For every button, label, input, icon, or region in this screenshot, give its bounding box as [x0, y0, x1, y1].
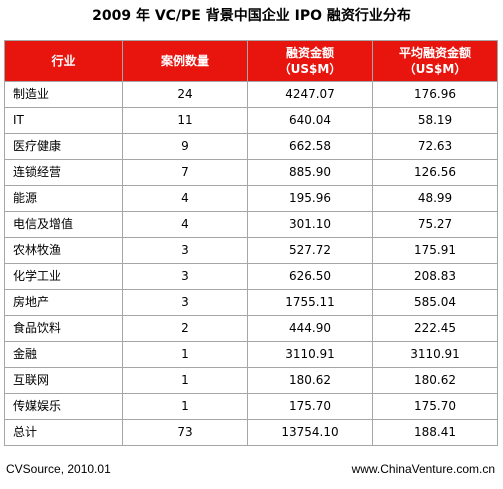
- cell-amount: 885.90: [247, 159, 373, 186]
- cell-average: 75.27: [372, 211, 498, 238]
- column-header-line1: 行业: [51, 54, 76, 68]
- table-row: 总计 73 13754.10 188.41: [4, 419, 498, 446]
- table-row: 制造业 24 4247.07 176.96: [4, 81, 498, 108]
- cell-industry: 化学工业: [4, 263, 123, 290]
- cell-count: 1: [122, 393, 248, 420]
- cell-amount: 195.96: [247, 185, 373, 212]
- table-row: 食品饮料 2 444.90 222.45: [4, 315, 498, 342]
- table-row: 能源 4 195.96 48.99: [4, 185, 498, 212]
- cell-average: 176.96: [372, 81, 498, 108]
- cell-average: 208.83: [372, 263, 498, 290]
- cell-average: 175.70: [372, 393, 498, 420]
- column-header-line1: 案例数量: [160, 54, 209, 68]
- cell-average: 180.62: [372, 367, 498, 394]
- cell-average: 48.99: [372, 185, 498, 212]
- cell-average: 126.56: [372, 159, 498, 186]
- cell-average: 585.04: [372, 289, 498, 316]
- cell-industry: 传媒娱乐: [4, 393, 123, 420]
- cell-count: 3: [122, 237, 248, 264]
- cell-amount: 662.58: [247, 133, 373, 160]
- cell-count: 2: [122, 315, 248, 342]
- cell-average: 188.41: [372, 419, 498, 446]
- cell-industry: 制造业: [4, 81, 123, 108]
- source-note: CVSource, 2010.01: [6, 462, 111, 476]
- cell-average: 3110.91: [372, 341, 498, 368]
- cell-count: 9: [122, 133, 248, 160]
- cell-industry: 医疗健康: [4, 133, 123, 160]
- table-row: IT 11 640.04 58.19: [4, 107, 498, 134]
- cell-count: 7: [122, 159, 248, 186]
- cell-count: 4: [122, 211, 248, 238]
- cell-count: 73: [122, 419, 248, 446]
- cell-amount: 13754.10: [247, 419, 373, 446]
- cell-amount: 175.70: [247, 393, 373, 420]
- cell-count: 1: [122, 341, 248, 368]
- table-header-row: 行业 案例数量 融资金额 （US$M） 平均融资金额 （US$M）: [4, 40, 498, 82]
- table-row: 农林牧渔 3 527.72 175.91: [4, 237, 498, 264]
- column-header-industry: 行业: [4, 40, 123, 82]
- industry-distribution-table: 行业 案例数量 融资金额 （US$M） 平均融资金额 （US$M） 制造业 24 4…: [4, 40, 498, 446]
- table-body: 制造业 24 4247.07 176.96 IT 11 640.04 58.19 医疗健康 9 66…: [4, 81, 498, 446]
- column-header-count: 案例数量: [122, 40, 248, 82]
- cell-amount: 444.90: [247, 315, 373, 342]
- table-row: 互联网 1 180.62 180.62: [4, 367, 498, 394]
- column-header-average: 平均融资金额 （US$M）: [372, 40, 498, 82]
- cell-count: 24: [122, 81, 248, 108]
- table-row: 电信及增值 4 301.10 75.27: [4, 211, 498, 238]
- table-row: 医疗健康 9 662.58 72.63: [4, 133, 498, 160]
- cell-industry: 食品饮料: [4, 315, 123, 342]
- cell-amount: 640.04: [247, 107, 373, 134]
- cell-amount: 301.10: [247, 211, 373, 238]
- cell-industry: 电信及增值: [4, 211, 123, 238]
- cell-amount: 180.62: [247, 367, 373, 394]
- cell-industry: 总计: [4, 419, 123, 446]
- column-header-line1: 融资金额: [285, 46, 334, 60]
- table-row: 传媒娱乐 1 175.70 175.70: [4, 393, 498, 420]
- table-row: 房地产 3 1755.11 585.04: [4, 289, 498, 316]
- table-row: 金融 1 3110.91 3110.91: [4, 341, 498, 368]
- column-header-amount: 融资金额 （US$M）: [247, 40, 373, 82]
- cell-industry: 能源: [4, 185, 123, 212]
- cell-count: 4: [122, 185, 248, 212]
- cell-average: 58.19: [372, 107, 498, 134]
- cell-industry: 互联网: [4, 367, 123, 394]
- cell-average: 222.45: [372, 315, 498, 342]
- cell-industry: IT: [4, 107, 123, 134]
- cell-amount: 4247.07: [247, 81, 373, 108]
- cell-amount: 527.72: [247, 237, 373, 264]
- page-title: 2009 年 VC/PE 背景中国企业 IPO 融资行业分布: [92, 8, 411, 24]
- website-link[interactable]: www.ChinaVenture.com.cn: [351, 462, 495, 476]
- cell-industry: 金融: [4, 341, 123, 368]
- cell-amount: 3110.91: [247, 341, 373, 368]
- cell-industry: 农林牧渔: [4, 237, 123, 264]
- cell-industry: 连锁经营: [4, 159, 123, 186]
- cell-count: 3: [122, 263, 248, 290]
- cell-count: 1: [122, 367, 248, 394]
- cell-count: 11: [122, 107, 248, 134]
- cell-count: 3: [122, 289, 248, 316]
- cell-industry: 房地产: [4, 289, 123, 316]
- cell-average: 72.63: [372, 133, 498, 160]
- cell-average: 175.91: [372, 237, 498, 264]
- column-header-line2: （US$M）: [278, 62, 342, 76]
- table-row: 连锁经营 7 885.90 126.56: [4, 159, 498, 186]
- cell-amount: 1755.11: [247, 289, 373, 316]
- column-header-line1: 平均融资金额: [398, 46, 471, 60]
- column-header-line2: （US$M）: [403, 62, 467, 76]
- table-row: 化学工业 3 626.50 208.83: [4, 263, 498, 290]
- cell-amount: 626.50: [247, 263, 373, 290]
